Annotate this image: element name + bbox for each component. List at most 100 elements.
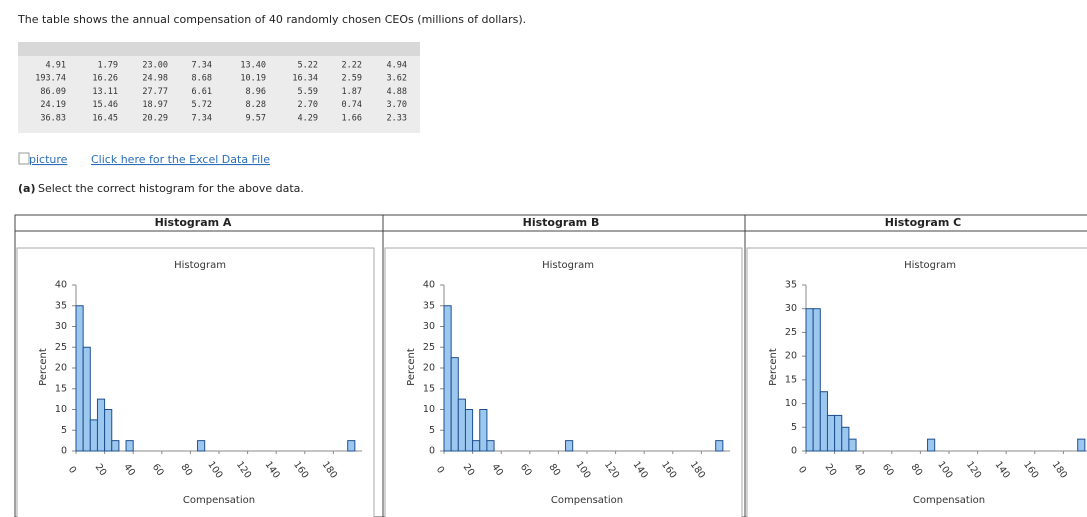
table-cell: 1.87: [342, 87, 362, 97]
bar: [565, 440, 574, 452]
table-cell: 9.57: [246, 113, 266, 123]
table-cell: 2.70: [298, 100, 318, 110]
table-cell: 18.97: [142, 100, 168, 110]
histogram-heading: Histogram A: [155, 216, 232, 229]
table-cell: 8.28: [246, 100, 266, 110]
table-background: [18, 42, 420, 133]
y-tick-label: 30: [423, 321, 435, 332]
bar: [834, 414, 843, 452]
table-cell: 4.88: [387, 87, 407, 97]
y-tick-label: 10: [55, 404, 67, 415]
y-tick-label: 25: [785, 327, 797, 338]
excel-link[interactable]: Click here for the Excel Data File: [91, 153, 270, 166]
bar: [805, 308, 814, 452]
y-tick-label: 15: [785, 374, 797, 385]
x-axis-label: Compensation: [183, 495, 255, 506]
bar: [479, 409, 488, 452]
y-tick-label: 5: [61, 425, 67, 436]
question-label: (a): [18, 182, 35, 195]
table-cell: 36.83: [40, 113, 66, 123]
y-tick-label: 5: [429, 425, 435, 436]
charts: Histogram A Histogram Percent Compensation 0…: [14, 215, 1087, 517]
y-tick-label: 10: [423, 404, 435, 415]
chart-panel: [384, 247, 743, 517]
question-text: Select the correct histogram for the abo…: [38, 182, 304, 195]
bar: [812, 308, 821, 452]
table-cell: 4.94: [387, 61, 407, 71]
table-cell: 16.26: [92, 74, 118, 84]
bar: [715, 440, 724, 452]
table-cell: 1.66: [342, 113, 362, 123]
table-header-strip: [18, 42, 420, 56]
y-tick-label: 15: [423, 383, 435, 394]
bar: [472, 440, 481, 452]
table-cell: 20.29: [142, 113, 168, 123]
y-tick-label: 25: [423, 342, 435, 353]
data-table: 4.91 1.79 23.00 7.34 13.40 5.22 2.22 4.94 193.74…: [35, 61, 407, 124]
table-cell: 2.59: [342, 74, 362, 84]
bar: [457, 398, 466, 452]
bar: [104, 409, 113, 452]
x-tick-label: 0: [796, 464, 808, 475]
table-cell: 15.46: [92, 100, 118, 110]
bar: [848, 438, 857, 452]
y-tick-label: 30: [785, 303, 797, 314]
chart-title: Histogram: [904, 260, 956, 271]
y-tick-label: 0: [791, 446, 797, 457]
table-cell: 23.00: [142, 61, 168, 71]
table-cell: 24.19: [40, 100, 66, 110]
y-tick-label: 35: [785, 280, 797, 291]
y-tick-label: 20: [785, 351, 797, 362]
bar: [841, 426, 850, 452]
table-cell: 4.29: [298, 113, 318, 123]
table-cell: 27.77: [142, 87, 168, 97]
chart-title: Histogram: [174, 260, 226, 271]
x-tick-label: 0: [66, 464, 78, 475]
y-axis-label: Percent: [406, 348, 417, 386]
bar: [819, 391, 828, 452]
bar: [125, 440, 134, 452]
table-cell: 2.22: [342, 61, 362, 71]
x-axis-label: Compensation: [551, 495, 623, 506]
y-tick-label: 30: [55, 321, 67, 332]
table-cell: 13.11: [92, 87, 118, 97]
table-cell: 2.33: [387, 113, 407, 123]
y-tick-label: 20: [423, 363, 435, 374]
y-tick-label: 10: [785, 398, 797, 409]
table-cell: 1.79: [98, 61, 118, 71]
table-cell: 8.96: [246, 87, 266, 97]
histogram-heading: Histogram B: [523, 216, 600, 229]
y-tick-label: 25: [55, 342, 67, 353]
table-cell: 5.59: [298, 87, 318, 97]
bar: [486, 440, 495, 452]
y-tick-label: 20: [55, 363, 67, 374]
broken-image-icon: [18, 152, 30, 165]
bar: [111, 440, 120, 452]
bar: [197, 440, 206, 452]
y-tick-label: 35: [423, 300, 435, 311]
table-cell: 5.72: [192, 100, 212, 110]
image-alt[interactable]: picture: [29, 153, 68, 166]
bar: [1077, 438, 1086, 452]
y-axis-label: Percent: [38, 348, 49, 386]
y-tick-label: 35: [55, 300, 67, 311]
table-cell: 13.40: [240, 61, 266, 71]
table-cell: 24.98: [142, 74, 168, 84]
bar: [443, 305, 452, 452]
y-axis-label: Percent: [768, 348, 779, 386]
bar: [75, 305, 84, 452]
histogram-heading: Histogram C: [885, 216, 961, 229]
table-cell: 5.22: [298, 61, 318, 71]
intro-text: The table shows the annual compensation …: [17, 13, 526, 26]
chart-panel: [746, 247, 1087, 517]
y-tick-label: 0: [61, 446, 67, 457]
table-cell: 16.45: [92, 113, 118, 123]
bar: [347, 440, 356, 452]
bar: [89, 419, 98, 452]
y-tick-label: 5: [791, 422, 797, 433]
bar: [450, 357, 459, 452]
chart-title: Histogram: [542, 260, 594, 271]
table-cell: 10.19: [240, 74, 266, 84]
table-cell: 193.74: [35, 74, 66, 84]
